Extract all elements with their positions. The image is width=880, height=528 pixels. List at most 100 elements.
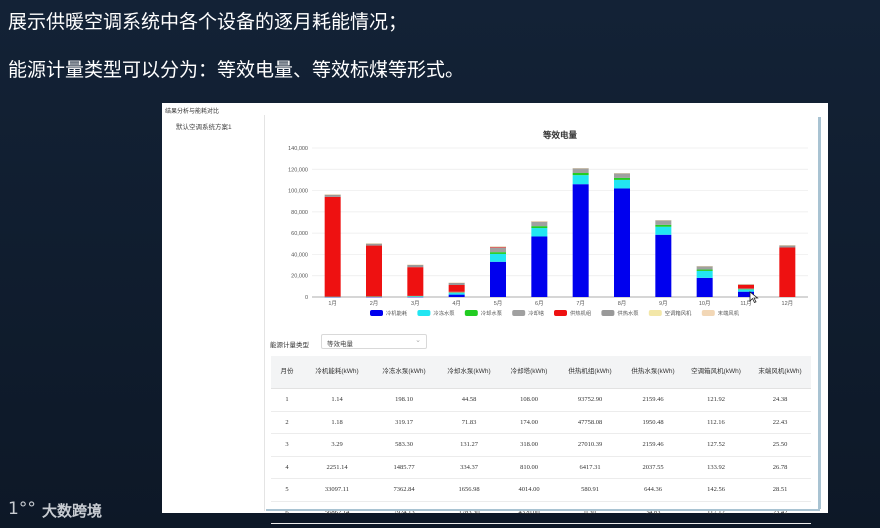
legend-swatch — [648, 310, 662, 316]
bar-segment — [490, 246, 506, 248]
bar-segment — [531, 226, 548, 229]
legend-label: 供热机组 — [570, 309, 592, 317]
table-cell: 3 — [271, 433, 303, 457]
y-tick-label: 0 — [305, 295, 308, 301]
y-tick-label: 120,000 — [288, 167, 308, 173]
table-cell: 6 — [271, 501, 303, 524]
table-cell: 2 — [271, 411, 303, 434]
bar-segment — [531, 236, 548, 297]
bar-segment — [738, 284, 754, 285]
bar-segment — [696, 269, 713, 271]
table-cell: 117.12 — [683, 501, 749, 524]
table-cell: 1950.48 — [623, 411, 683, 434]
energy-type-value: 等效电量 — [327, 341, 353, 348]
table-cell: 1783.30 — [437, 501, 501, 524]
x-tick-label: 7月 — [576, 300, 585, 307]
table-cell: 127.52 — [683, 433, 749, 457]
bar-segment — [407, 267, 424, 296]
bar-segment — [655, 224, 672, 227]
x-tick-label: 6月 — [535, 300, 544, 307]
bar-segment — [696, 277, 713, 297]
table-cell: 131.27 — [437, 433, 501, 457]
table-cell: 33097.11 — [303, 478, 371, 502]
table-cell: 34.83 — [623, 501, 683, 524]
bar-segment — [448, 293, 465, 295]
table-cell: 174.00 — [501, 411, 557, 434]
bar-segment — [407, 296, 424, 297]
app-title: 结果分析与能耗对比 — [165, 109, 220, 115]
table-cell: 71.83 — [437, 411, 501, 434]
table-cell: 47758.08 — [557, 411, 623, 434]
bar-segment — [407, 264, 424, 268]
x-tick-label: 9月 — [659, 300, 668, 307]
y-tick-label: 80,000 — [291, 210, 308, 216]
table-cell: 3.29 — [303, 433, 371, 457]
chevron-down-icon: ⌄ — [415, 337, 421, 344]
table-cell: 1656.98 — [437, 478, 501, 502]
bar-segment — [366, 243, 382, 246]
bar-segment — [324, 194, 341, 197]
table-cell: 133.92 — [683, 456, 749, 479]
bar-segment — [655, 220, 672, 225]
bar-segment — [779, 245, 796, 248]
slide-heading-1: 展示供暖空调系统中各个设备的逐月耗能情况； — [8, 11, 408, 33]
bar-segment — [655, 226, 672, 235]
bar-segment — [614, 179, 630, 189]
table-cell: 23.42 — [749, 501, 811, 524]
table-header-cell: 冷却塔(kWh) — [501, 356, 557, 389]
bar-segment — [490, 261, 506, 297]
bar-segment — [614, 173, 630, 178]
bar-segment — [572, 184, 589, 297]
table-cell: 24.38 — [749, 388, 811, 412]
result-content: 等效电量 0 20,000 40,000 60,000 80,000 100,000 120,… — [266, 115, 814, 524]
x-tick-label: 12月 — [782, 300, 794, 307]
legend-swatch — [464, 310, 478, 316]
table-cell: 22.43 — [749, 411, 811, 434]
table-header-cell: 冷机能耗(kWh) — [303, 356, 371, 389]
table-cell: 318.00 — [501, 433, 557, 457]
x-tick-label: 10月 — [699, 300, 711, 307]
table-row: 3 3.29 583.30 131.27 318.00 27010.39 2159.46 12… — [271, 433, 811, 457]
bar-segment — [738, 289, 754, 292]
legend-swatch — [512, 310, 526, 316]
legend-swatch — [370, 310, 383, 316]
bar-segment — [614, 177, 630, 180]
legend-label: 末端风机 — [718, 309, 740, 317]
table-cell: 7924.13 — [371, 501, 437, 524]
table-cell: 121.92 — [683, 388, 749, 412]
table-header-row: 月份 冷机能耗(kWh) 冷冻水泵(kWh) 冷却水泵(kWh) 冷却塔(kWh) 供热机… — [271, 356, 811, 389]
tree-item-scheme[interactable]: 默认空调系统方案1 — [176, 124, 232, 131]
table-cell: 2159.46 — [623, 433, 683, 457]
table-cell: 1.18 — [303, 411, 371, 434]
table-cell: 580.91 — [557, 478, 623, 502]
bar-segment — [490, 253, 506, 262]
table-cell: 198.10 — [371, 388, 437, 412]
x-tick-label: 2月 — [370, 300, 379, 307]
bar-segment — [531, 228, 548, 237]
legend-label: 冷冻水泵 — [433, 309, 455, 317]
table-cell: 6417.31 — [557, 456, 623, 479]
x-tick-label: 1月 — [328, 300, 337, 307]
table-cell: 4014.00 — [501, 478, 557, 502]
scheme-tree-panel: 默认空调系统方案1 — [162, 115, 265, 511]
bar-segment — [779, 247, 796, 297]
energy-type-select[interactable]: 等效电量 ⌄ — [321, 334, 427, 349]
energy-table: 月份 冷机能耗(kWh) 冷冻水泵(kWh) 冷却水泵(kWh) 冷却塔(kWh) 供热机… — [271, 356, 811, 524]
chart-title: 等效电量 — [542, 130, 578, 140]
vertical-scrollbar[interactable] — [818, 117, 821, 509]
table-cell: 334.37 — [437, 456, 501, 479]
table-cell: 108.00 — [501, 388, 557, 412]
y-tick-label: 20,000 — [291, 274, 308, 280]
legend-label: 空调箱风机 — [665, 309, 692, 317]
table-header-cell: 供热机组(kWh) — [557, 356, 623, 389]
table-cell: 44.58 — [437, 388, 501, 412]
bar-segment — [490, 252, 506, 254]
table-cell: 2159.46 — [623, 388, 683, 412]
x-tick-label: 4月 — [452, 300, 461, 307]
table-cell: 26.78 — [749, 456, 811, 479]
table-cell: 583.30 — [371, 433, 437, 457]
horizontal-scrollbar[interactable] — [266, 509, 820, 511]
table-header-cell: 月份 — [271, 356, 303, 389]
x-tick-label: 8月 — [618, 300, 627, 307]
table-cell: 2251.14 — [303, 456, 371, 479]
